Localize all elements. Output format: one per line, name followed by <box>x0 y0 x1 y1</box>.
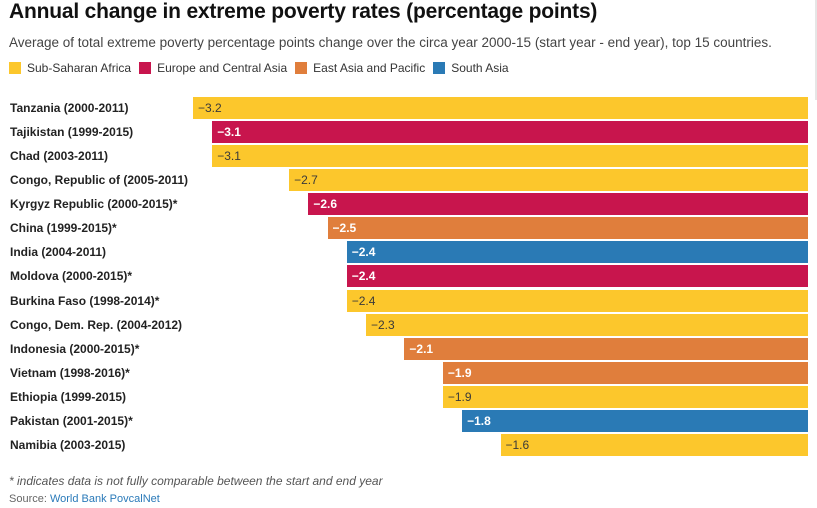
scrollbar-edge <box>815 0 817 100</box>
bar-row: Tajikistan (1999-2015) −3.1 <box>0 121 817 144</box>
bar-value-label: −2.4 <box>351 269 376 284</box>
bar-value-label: −2.1 <box>409 341 434 356</box>
category-label: Chad (2003-2011) <box>10 149 109 164</box>
bar-row: Congo, Dem. Rep. (2004-2012) −2.3 <box>0 313 817 336</box>
chart-title: Annual change in extreme poverty rates (… <box>9 0 598 23</box>
bar[interactable] <box>308 193 808 216</box>
legend-swatch <box>433 62 446 74</box>
bar-row: India (2004-2011) −2.4 <box>0 241 817 264</box>
legend-swatch <box>9 62 21 74</box>
bar[interactable] <box>327 217 808 240</box>
bar-value-label: −3.2 <box>198 101 222 115</box>
category-label: Namibia (2003-2015) <box>10 437 126 452</box>
legend-label: Europe and Central Asia <box>157 61 288 75</box>
bar-row: Kyrgyz Republic (2000-2015)* −2.6 <box>0 193 817 216</box>
bar-value-label: −2.4 <box>351 245 376 260</box>
category-label: Tajikistan (1999-2015) <box>10 125 134 140</box>
bar-value-label: −2.7 <box>294 173 318 188</box>
source-prefix: Source: <box>9 493 50 505</box>
legend: Sub-Saharan Africa Europe and Central Asi… <box>9 61 517 75</box>
legend-label: Sub-Saharan Africa <box>27 61 132 75</box>
bar-value-label: −3.1 <box>217 149 241 164</box>
bar[interactable] <box>193 97 808 119</box>
bar[interactable] <box>404 337 808 360</box>
bar-row: Tanzania (2000-2011) −3.2 <box>0 97 817 119</box>
bar-value-label: −2.4 <box>351 293 376 308</box>
bar-row: Namibia (2003-2015) −1.6 <box>0 433 817 456</box>
bar[interactable] <box>289 169 808 192</box>
bar[interactable] <box>212 145 808 168</box>
bar-value-label: −1.6 <box>505 437 530 452</box>
bar[interactable] <box>365 313 808 336</box>
category-label: Pakistan (2001-2015)* <box>10 413 133 428</box>
bar-value-label: −2.3 <box>370 317 395 332</box>
bar[interactable] <box>346 289 808 312</box>
bar[interactable] <box>500 433 808 456</box>
legend-item[interactable]: Sub-Saharan Africa <box>9 61 131 75</box>
source-link[interactable]: World Bank PovcalNet <box>49 493 160 505</box>
category-label: China (1999-2015)* <box>10 221 117 236</box>
footnote: * indicates data is not fully comparable… <box>9 474 383 488</box>
legend-label: East Asia and Pacific <box>313 61 426 75</box>
bar-row: Moldova (2000-2015)* −2.4 <box>0 265 817 288</box>
bar-value-label: −1.8 <box>467 413 491 428</box>
bar-row: Pakistan (2001-2015)* −1.8 <box>0 409 817 432</box>
category-label: Burkina Faso (1998-2014)* <box>10 293 160 308</box>
bar-row: China (1999-2015)* −2.5 <box>0 217 817 240</box>
category-label: India (2004-2011) <box>10 245 107 260</box>
category-label: Tanzania (2000-2011) <box>10 101 129 115</box>
bar-value-label: −2.6 <box>313 197 338 212</box>
bar-row: Congo, Republic of (2005-2011) −2.7 <box>0 169 817 192</box>
category-label: Kyrgyz Republic (2000-2015)* <box>10 197 178 212</box>
legend-swatch <box>295 62 308 74</box>
category-label: Congo, Republic of (2005-2011) <box>10 173 189 188</box>
legend-item[interactable]: Europe and Central Asia <box>139 61 287 75</box>
category-label: Vietnam (1998-2016)* <box>10 365 130 380</box>
bar[interactable] <box>212 121 808 144</box>
bar[interactable] <box>346 265 808 288</box>
category-label: Congo, Dem. Rep. (2004-2012) <box>10 317 183 332</box>
bar[interactable] <box>442 361 808 384</box>
legend-label: South Asia <box>451 61 509 75</box>
category-label: Indonesia (2000-2015)* <box>10 341 140 356</box>
bar-row: Burkina Faso (1998-2014)* −2.4 <box>0 289 817 312</box>
bar-value-label: −3.1 <box>217 125 241 140</box>
bar[interactable] <box>462 409 808 432</box>
bar[interactable] <box>346 241 808 264</box>
bar-row: Vietnam (1998-2016)* −1.9 <box>0 361 817 384</box>
category-label: Moldova (2000-2015)* <box>10 269 133 284</box>
category-label: Ethiopia (1999-2015) <box>10 389 127 404</box>
source-line: Source: World Bank PovcalNet <box>9 493 160 505</box>
bar-row: Chad (2003-2011) −3.1 <box>0 145 817 168</box>
bar-row: Ethiopia (1999-2015) −1.9 <box>0 385 817 408</box>
legend-swatch <box>139 62 152 74</box>
legend-item[interactable]: East Asia and Pacific <box>295 61 425 75</box>
bar[interactable] <box>442 385 808 408</box>
chart-subtitle: Average of total extreme poverty percent… <box>9 35 772 50</box>
bar-value-label: −1.9 <box>447 365 472 380</box>
bar-value-label: −2.5 <box>332 221 357 236</box>
bar-row: Indonesia (2000-2015)* −2.1 <box>0 337 817 360</box>
legend-item[interactable]: South Asia <box>433 61 509 75</box>
bar-value-label: −1.9 <box>447 389 472 404</box>
